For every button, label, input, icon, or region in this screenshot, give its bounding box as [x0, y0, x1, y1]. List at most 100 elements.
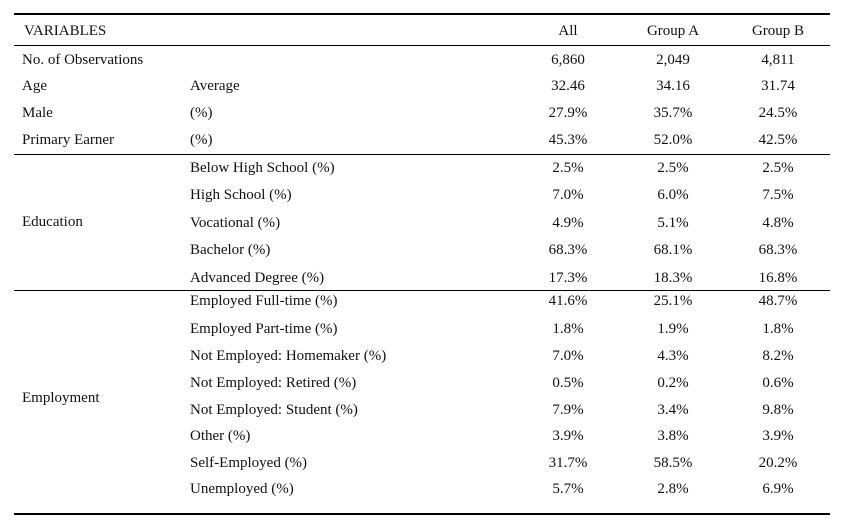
- header-variables: VARIABLES: [24, 23, 107, 39]
- value-group-b: 8.2%: [762, 348, 794, 364]
- table-row: Not Employed: Retired (%) 0.5% 0.2% 0.6%: [14, 372, 830, 394]
- value-group-b: 6.9%: [762, 481, 794, 497]
- row-sublabel: Below High School (%): [190, 160, 335, 176]
- value-all: 2.5%: [552, 160, 584, 176]
- header-group-a: Group A: [646, 23, 700, 39]
- value-all: 0.5%: [552, 375, 584, 391]
- row-sublabel: Other (%): [190, 428, 251, 444]
- value-group-a: 3.8%: [657, 428, 689, 444]
- value-group-a: 5.1%: [657, 215, 689, 231]
- row-sublabel: Employed Part-time (%): [190, 321, 338, 337]
- value-group-b: 68.3%: [758, 242, 798, 258]
- education-rule: [14, 154, 830, 155]
- table-row: Advanced Degree (%) 17.3% 18.3% 16.8%: [14, 267, 830, 289]
- value-group-b: 9.8%: [762, 402, 794, 418]
- value-group-b: 1.8%: [762, 321, 794, 337]
- top-rule: [14, 13, 830, 15]
- value-group-a: 52.0%: [653, 132, 693, 148]
- value-all: 7.0%: [552, 348, 584, 364]
- row-sublabel: Bachelor (%): [190, 242, 271, 258]
- header-group-b: Group B: [751, 23, 805, 39]
- value-all: 1.8%: [552, 321, 584, 337]
- value-group-b: 24.5%: [758, 105, 798, 121]
- value-group-b: 2.5%: [762, 160, 794, 176]
- value-group-b: 42.5%: [758, 132, 798, 148]
- value-all: 3.9%: [552, 428, 584, 444]
- value-group-b: 3.9%: [762, 428, 794, 444]
- row-sublabel: Self-Employed (%): [190, 455, 308, 471]
- value-all: 4.9%: [552, 215, 584, 231]
- row-sublabel: Not Employed: Homemaker (%): [190, 348, 387, 364]
- header-row: VARIABLES All Group A Group B: [14, 20, 830, 42]
- value-group-b: 4,811: [761, 52, 795, 68]
- row-sublabel: High School (%): [190, 187, 292, 203]
- value-group-a: 58.5%: [653, 455, 693, 471]
- table-row: Employed Part-time (%) 1.8% 1.9% 1.8%: [14, 318, 830, 340]
- value-all: 7.9%: [552, 402, 584, 418]
- table-row: High School (%) 7.0% 6.0% 7.5%: [14, 184, 830, 206]
- value-all: 27.9%: [548, 105, 588, 121]
- value-all: 68.3%: [548, 242, 588, 258]
- row-sublabel: Unemployed (%): [190, 481, 294, 497]
- table-row: Self-Employed (%) 31.7% 58.5% 20.2%: [14, 452, 830, 474]
- row-sublabel: (%): [190, 105, 213, 121]
- table-row: Below High School (%) 2.5% 2.5% 2.5%: [14, 157, 830, 179]
- value-group-a: 4.3%: [657, 348, 689, 364]
- value-group-a: 2.5%: [657, 160, 689, 176]
- table-row: Primary Earner (%) 45.3% 52.0% 42.5%: [14, 129, 830, 151]
- value-group-a: 1.9%: [657, 321, 689, 337]
- row-sublabel: Vocational (%): [190, 215, 281, 231]
- value-all: 5.7%: [552, 481, 584, 497]
- value-group-b: 16.8%: [758, 270, 798, 286]
- value-group-b: 31.74: [761, 78, 795, 94]
- value-all: 17.3%: [548, 270, 588, 286]
- employment-rule: [14, 290, 830, 291]
- value-group-b: 48.7%: [758, 293, 798, 309]
- row-sublabel: Advanced Degree (%): [190, 270, 325, 286]
- value-group-b: 0.6%: [762, 375, 794, 391]
- value-group-a: 6.0%: [657, 187, 689, 203]
- value-all: 41.6%: [548, 293, 588, 309]
- table-row: Employed Full-time (%) 41.6% 25.1% 48.7%: [14, 290, 830, 312]
- row-label: No. of Observations: [22, 52, 144, 68]
- value-group-a: 34.16: [656, 78, 690, 94]
- value-group-a: 68.1%: [653, 242, 693, 258]
- value-group-a: 2,049: [656, 52, 690, 68]
- bottom-rule: [14, 513, 830, 515]
- row-sublabel: Employed Full-time (%): [190, 293, 338, 309]
- table-row: Age Average 32.46 34.16 31.74: [14, 75, 830, 97]
- row-label: Age: [22, 78, 47, 94]
- value-group-a: 18.3%: [653, 270, 693, 286]
- table-row: Not Employed: Student (%) 7.9% 3.4% 9.8%: [14, 399, 830, 421]
- value-group-b: 7.5%: [762, 187, 794, 203]
- table-row: Vocational (%) 4.9% 5.1% 4.8%: [14, 212, 830, 234]
- row-sublabel: (%): [190, 132, 213, 148]
- table-row: Not Employed: Homemaker (%) 7.0% 4.3% 8.2%: [14, 345, 830, 367]
- value-all: 32.46: [551, 78, 585, 94]
- education-group-label: Education: [22, 214, 83, 230]
- header-rule: [14, 45, 830, 46]
- value-all: 6,860: [551, 52, 585, 68]
- header-all: All: [558, 23, 578, 39]
- value-all: 7.0%: [552, 187, 584, 203]
- row-sublabel: Not Employed: Student (%): [190, 402, 358, 418]
- table-row: Male (%) 27.9% 35.7% 24.5%: [14, 102, 830, 124]
- employment-group-label: Employment: [22, 390, 100, 406]
- table-row: No. of Observations 6,860 2,049 4,811: [14, 49, 830, 71]
- table-row: Bachelor (%) 68.3% 68.1% 68.3%: [14, 239, 830, 261]
- table-row: Unemployed (%) 5.7% 2.8% 6.9%: [14, 478, 830, 500]
- value-group-a: 0.2%: [657, 375, 689, 391]
- value-group-a: 2.8%: [657, 481, 689, 497]
- value-all: 31.7%: [548, 455, 588, 471]
- row-label: Primary Earner: [22, 132, 115, 148]
- row-sublabel: Not Employed: Retired (%): [190, 375, 357, 391]
- row-sublabel: Average: [190, 78, 240, 94]
- value-group-b: 20.2%: [758, 455, 798, 471]
- value-group-a: 35.7%: [653, 105, 693, 121]
- value-group-a: 3.4%: [657, 402, 689, 418]
- value-all: 45.3%: [548, 132, 588, 148]
- row-label: Male: [22, 105, 53, 121]
- value-group-b: 4.8%: [762, 215, 794, 231]
- table-row: Other (%) 3.9% 3.8% 3.9%: [14, 425, 830, 447]
- value-group-a: 25.1%: [653, 293, 693, 309]
